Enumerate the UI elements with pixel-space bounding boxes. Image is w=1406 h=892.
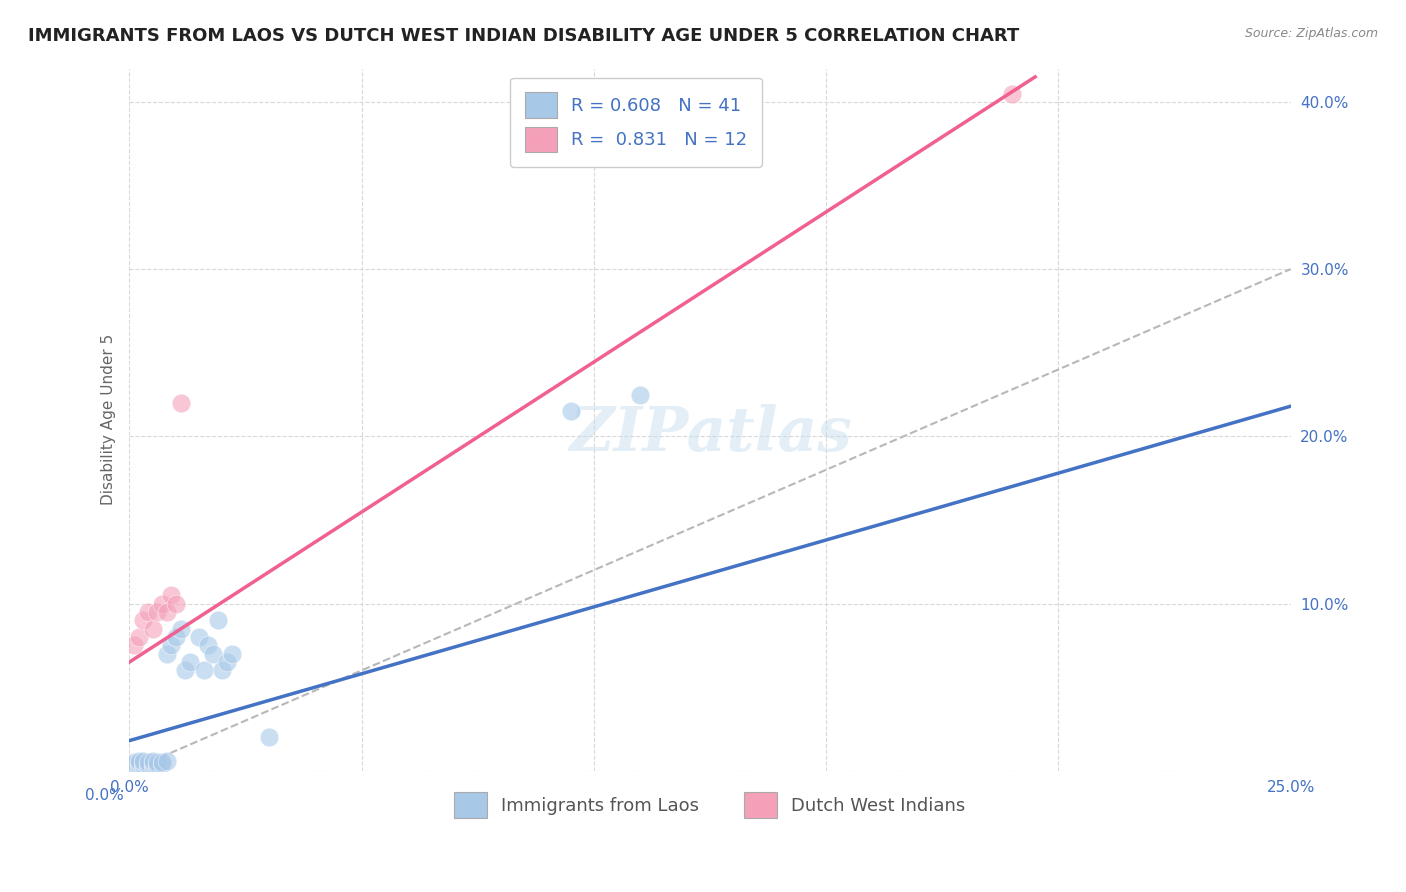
Point	[142, 754, 165, 768]
Point	[160, 638, 183, 652]
Point	[122, 757, 145, 772]
Point	[560, 404, 582, 418]
Point	[142, 757, 165, 772]
Point	[142, 756, 165, 770]
Point	[257, 731, 280, 745]
Point	[1001, 87, 1024, 101]
Y-axis label: Disability Age Under 5: Disability Age Under 5	[101, 334, 115, 505]
Point	[132, 613, 155, 627]
Point	[215, 655, 238, 669]
Point	[128, 630, 150, 644]
Point	[128, 758, 150, 772]
Text: ZIPatlas: ZIPatlas	[568, 404, 852, 464]
Point	[122, 638, 145, 652]
Point	[136, 756, 159, 770]
Text: Source: ZipAtlas.com: Source: ZipAtlas.com	[1244, 27, 1378, 40]
Point	[150, 597, 173, 611]
Point	[628, 387, 651, 401]
Point	[221, 647, 243, 661]
Point	[146, 757, 169, 772]
Point	[122, 756, 145, 770]
Point	[136, 605, 159, 619]
Point	[156, 754, 179, 768]
Point	[165, 630, 187, 644]
Point	[156, 605, 179, 619]
Point	[132, 756, 155, 770]
Point	[150, 757, 173, 772]
Point	[146, 605, 169, 619]
Point	[207, 613, 229, 627]
Point	[146, 758, 169, 772]
Point	[211, 664, 233, 678]
Point	[132, 754, 155, 768]
Point	[128, 757, 150, 772]
Text: 0.0%: 0.0%	[84, 789, 124, 804]
Point	[169, 396, 191, 410]
Point	[146, 756, 169, 770]
Point	[160, 588, 183, 602]
Point	[136, 758, 159, 772]
Point	[122, 758, 145, 772]
Point	[179, 655, 201, 669]
Point	[150, 756, 173, 770]
Point	[193, 664, 215, 678]
Point	[202, 647, 225, 661]
Point	[128, 754, 150, 768]
Legend: Immigrants from Laos, Dutch West Indians: Immigrants from Laos, Dutch West Indians	[447, 785, 973, 825]
Point	[197, 638, 219, 652]
Point	[132, 758, 155, 772]
Point	[142, 758, 165, 772]
Point	[156, 647, 179, 661]
Point	[132, 757, 155, 772]
Point	[165, 597, 187, 611]
Point	[174, 664, 197, 678]
Point	[169, 622, 191, 636]
Point	[188, 630, 211, 644]
Point	[128, 756, 150, 770]
Point	[142, 622, 165, 636]
Point	[136, 757, 159, 772]
Text: IMMIGRANTS FROM LAOS VS DUTCH WEST INDIAN DISABILITY AGE UNDER 5 CORRELATION CHA: IMMIGRANTS FROM LAOS VS DUTCH WEST INDIA…	[28, 27, 1019, 45]
